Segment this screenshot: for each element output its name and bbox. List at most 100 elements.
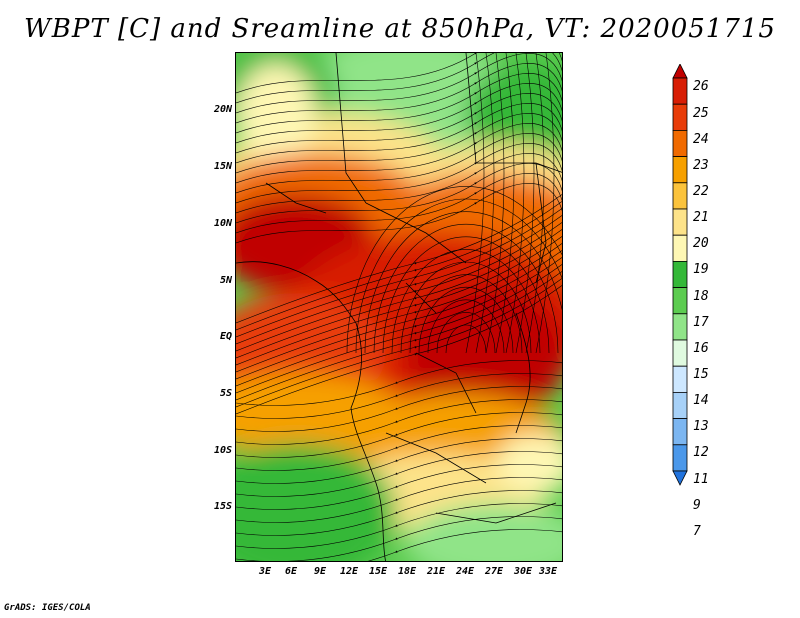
colorbar-label-15: 15 (693, 367, 709, 382)
streamline (236, 271, 562, 401)
streamline (373, 223, 559, 354)
colorbar-label-12: 12 (693, 445, 709, 460)
streamline (485, 53, 505, 354)
lon-label-3e: 3E (258, 566, 272, 577)
colorbar-bottom-arrow (672, 470, 688, 486)
map-title: WBPT [C] and Sreamline at 850hPa, VT: 20… (24, 14, 776, 44)
streamline (236, 222, 562, 352)
streamline (236, 93, 562, 154)
streamline (465, 53, 485, 354)
streamline (236, 53, 562, 104)
streamline (236, 229, 562, 359)
streamline (236, 477, 562, 523)
lon-label-9e: 9E (313, 566, 327, 577)
colorbar-label-22: 22 (693, 184, 709, 199)
temperature-shading (236, 53, 562, 561)
lat-label-20n: 20N (213, 104, 232, 115)
streamline (236, 194, 562, 324)
streamline (236, 163, 562, 224)
streamline (236, 123, 562, 184)
streamline (236, 201, 562, 331)
colorbar-label-16: 16 (693, 341, 709, 356)
colorbar-segment (672, 156, 688, 184)
colorbar-label-14: 14 (693, 393, 709, 408)
lat-label-15s: 15S (213, 501, 232, 512)
lon-label-24e: 24E (455, 566, 475, 577)
streamline (346, 186, 562, 354)
streamline (236, 451, 562, 497)
colorbar (672, 64, 688, 486)
streamline (236, 257, 562, 387)
wbpt-field-map (236, 53, 562, 561)
streamline (236, 250, 562, 380)
streamline (236, 143, 562, 204)
grads-credit: GrADS: IGES/COLA (4, 603, 91, 613)
streamline (236, 63, 562, 124)
streamline (391, 249, 541, 354)
lon-label-27e: 27E (484, 566, 504, 577)
colorbar-segment (672, 77, 688, 105)
colorbar-segment (672, 287, 688, 315)
colorbar-segment (672, 130, 688, 158)
streamlines (236, 53, 562, 561)
map-panel (235, 52, 563, 562)
streamline (236, 103, 562, 164)
streamline (236, 153, 562, 214)
streamline (525, 53, 545, 354)
streamline (236, 360, 562, 406)
streamline (236, 425, 562, 471)
streamline (445, 324, 487, 354)
streamline (236, 183, 562, 244)
colorbar-top-arrow (672, 64, 688, 79)
streamline (236, 412, 562, 458)
streamline (515, 53, 535, 354)
colorbar-segment (672, 418, 688, 446)
lon-label-18e: 18E (397, 566, 417, 577)
streamline (236, 243, 562, 373)
streamline (364, 211, 562, 354)
streamline (367, 529, 562, 561)
colorbar-segment (672, 391, 688, 419)
lon-label-33e: 33E (538, 566, 558, 577)
streamline (505, 53, 525, 354)
colorbar-label-23: 23 (693, 158, 709, 173)
colorbar-label-7: 7 (693, 524, 701, 539)
lon-label-15e: 15E (368, 566, 388, 577)
streamline (236, 373, 562, 419)
streamline (236, 83, 562, 144)
colorbar-segment (672, 260, 688, 288)
streamline (236, 215, 562, 345)
streamline (236, 264, 562, 394)
lon-label-6e: 6E (284, 566, 298, 577)
colorbar-segment (672, 444, 688, 472)
streamline (400, 261, 532, 354)
colorbar-label-19: 19 (693, 262, 709, 277)
colorbar-label-21: 21 (693, 210, 709, 225)
streamline (236, 113, 562, 174)
lat-label-10n: 10N (213, 218, 232, 229)
colorbar-segment (672, 313, 688, 341)
streamline (236, 278, 562, 408)
streamline (236, 438, 562, 484)
lon-label-30e: 30E (513, 566, 533, 577)
streamline (236, 173, 562, 234)
streamline (236, 490, 562, 536)
streamline (236, 399, 562, 445)
streamline (418, 286, 514, 354)
streamline (495, 53, 515, 354)
lat-label-5s: 5S (219, 388, 232, 399)
streamline (436, 312, 496, 354)
lat-label-10s: 10S (213, 445, 232, 456)
colorbar-segment (672, 339, 688, 367)
streamline (236, 464, 562, 510)
colorbar-segment (672, 103, 688, 131)
colorbar-label-25: 25 (693, 106, 709, 121)
lat-label-eq: EQ (219, 331, 232, 342)
streamline (236, 53, 562, 94)
colorbar-segment (672, 182, 688, 210)
colorbar-segment (672, 365, 688, 393)
streamline (236, 53, 562, 114)
colorbar-label-20: 20 (693, 236, 709, 251)
colorbar-label-13: 13 (693, 419, 709, 434)
streamline (409, 274, 523, 354)
